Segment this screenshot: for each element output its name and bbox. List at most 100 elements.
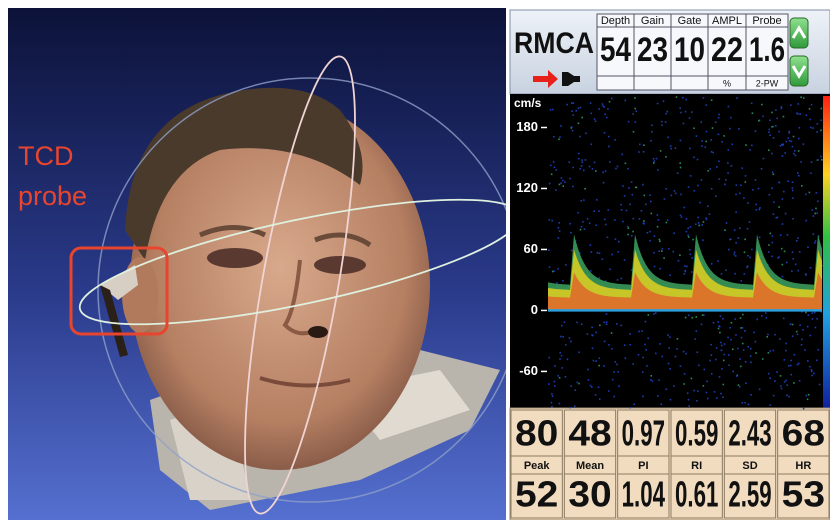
noise-dot [798,103,800,105]
noise-dot [794,354,796,356]
scroll-up-button[interactable] [790,18,808,48]
noise-dot [720,342,722,344]
noise-dot [616,323,618,325]
noise-dot [613,371,615,373]
noise-dot [609,101,611,103]
noise-dot [785,350,787,352]
noise-dot [744,251,746,253]
vessel-name: RMCA [514,27,594,60]
noise-dot [782,223,784,225]
noise-dot [801,185,803,187]
noise-dot [580,107,582,109]
spectrum-unit: cm/s [514,96,542,110]
measure-value: 0.61 [675,474,718,515]
noise-dot [790,360,792,362]
noise-dot [719,376,721,378]
noise-dot [664,198,666,200]
noise-dot [805,395,807,397]
noise-dot [693,157,695,159]
noise-dot [718,114,720,116]
noise-dot [661,124,663,126]
noise-dot [743,273,745,275]
noise-dot [717,260,719,262]
noise-dot [599,357,601,359]
noise-dot [795,155,797,157]
noise-dot [593,210,595,212]
measure-value: 80 [515,413,558,454]
noise-dot [806,114,808,116]
noise-dot [695,316,697,318]
noise-dot [792,197,794,199]
noise-dot [730,339,732,341]
noise-dot [647,338,649,340]
noise-dot [809,366,811,368]
noise-dot [707,398,709,400]
setting-value: 1.6 [749,31,785,69]
noise-dot [711,188,713,190]
noise-dot [769,350,771,352]
noise-dot [774,380,776,382]
noise-dot [811,371,813,373]
noise-dot [738,384,740,386]
noise-dot [745,144,747,146]
noise-dot [553,136,555,138]
noise-dot [704,146,706,148]
noise-dot [602,172,604,174]
noise-dot [693,390,695,392]
noise-dot [654,160,656,162]
noise-dot [645,349,647,351]
noise-dot [680,194,682,196]
noise-dot [659,268,661,270]
noise-dot [650,375,652,377]
noise-dot [572,130,574,132]
noise-dot [702,314,704,316]
noise-dot [621,154,623,156]
noise-dot [718,328,720,330]
noise-dot [735,255,737,257]
noise-dot [716,397,718,399]
noise-dot [787,234,789,236]
noise-dot [659,343,661,345]
noise-dot [796,112,798,114]
noise-dot [814,213,816,215]
noise-dot [559,358,561,360]
noise-dot [799,324,801,326]
noise-dot [570,341,572,343]
noise-dot [745,382,747,384]
noise-dot [608,390,610,392]
noise-dot [551,406,553,408]
noise-dot [807,246,809,248]
y-tick-label: 120 [516,180,538,195]
noise-dot [811,369,813,371]
noise-dot [718,133,720,135]
spectrum-background [510,94,830,410]
noise-dot [595,120,597,122]
noise-dot [797,333,799,335]
noise-dot [745,361,747,363]
noise-dot [742,327,744,329]
noise-dot [667,137,669,139]
noise-dot [768,244,770,246]
noise-dot [578,107,580,109]
noise-dot [721,368,723,370]
noise-dot [747,202,749,204]
noise-dot [790,323,792,325]
noise-dot [642,396,644,398]
noise-dot [771,187,773,189]
setting-label: Gate [678,15,702,27]
noise-dot [689,117,691,119]
noise-dot [716,166,718,168]
noise-dot [810,172,812,174]
noise-dot [649,231,651,233]
noise-dot [712,152,714,154]
noise-dot [798,175,800,177]
noise-dot [792,190,794,192]
noise-dot [817,349,819,351]
noise-dot [580,200,582,202]
noise-dot [561,325,563,327]
noise-dot [706,219,708,221]
noise-dot [705,141,707,143]
scroll-down-button[interactable] [790,56,808,86]
noise-dot [599,324,601,326]
noise-dot [562,280,564,282]
